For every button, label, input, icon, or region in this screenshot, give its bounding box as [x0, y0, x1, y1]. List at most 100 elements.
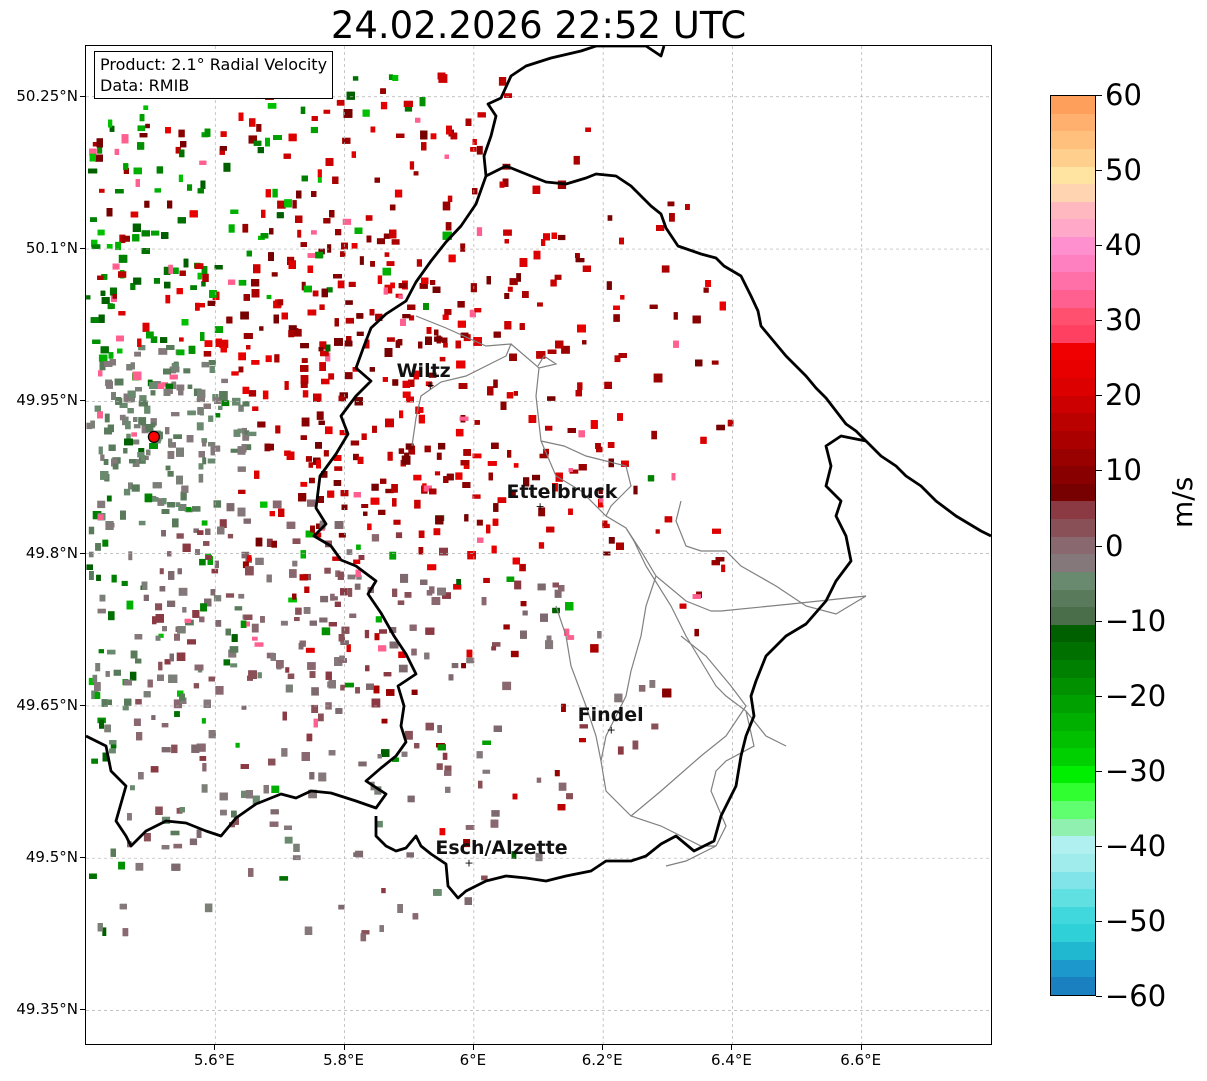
- echo-cell: [168, 264, 173, 274]
- echo-cell: [333, 455, 342, 461]
- echo-cell: [179, 693, 185, 701]
- radar-map[interactable]: + + + + Wiltz Ettelbruck Findel Esch/Alzette P…: [85, 45, 992, 1045]
- echo-cell: [139, 125, 144, 131]
- colorbar-segment: [1051, 571, 1095, 591]
- echo-cell: [705, 280, 711, 287]
- echo-cell: [208, 442, 215, 447]
- echo-cell: [307, 499, 316, 507]
- echo-cell: [427, 564, 437, 571]
- colorbar-segment: [1051, 589, 1095, 609]
- echo-cell: [101, 297, 110, 304]
- echo-cell: [96, 138, 103, 148]
- echo-cell: [620, 295, 625, 300]
- echo-cell: [139, 114, 145, 122]
- echo-cell: [298, 493, 307, 502]
- echo-cell: [519, 258, 528, 267]
- echo-cell: [579, 724, 588, 729]
- echo-cell: [400, 318, 406, 326]
- echo-cell: [91, 239, 98, 247]
- echo-cell: [167, 600, 176, 607]
- echo-cell: [100, 346, 109, 354]
- echo-cell: [293, 843, 300, 852]
- echo-cell: [189, 838, 198, 846]
- echo-cell: [394, 189, 403, 198]
- echo-cell: [167, 551, 172, 557]
- echo-cell: [503, 229, 512, 236]
- echo-cell: [382, 377, 388, 382]
- echo-cell: [482, 740, 491, 745]
- echo-cell: [242, 386, 250, 394]
- echo-cell: [293, 328, 302, 337]
- echo-cell: [364, 339, 370, 349]
- echo-cell: [439, 356, 446, 362]
- echo-cell: [309, 772, 315, 780]
- echo-cell: [284, 381, 289, 390]
- echo-cell: [569, 469, 579, 474]
- echo-cell: [372, 425, 377, 433]
- echo-cell: [310, 126, 318, 134]
- echo-cell: [173, 699, 182, 709]
- echo-cell: [507, 450, 512, 458]
- echo-cell: [123, 448, 128, 454]
- echo-cell: [381, 718, 388, 724]
- echo-cell: [246, 345, 251, 350]
- city-label: Esch/Alzette: [435, 837, 568, 860]
- echo-cell: [211, 568, 219, 574]
- echo-cell: [123, 488, 131, 496]
- echo-cell: [300, 481, 308, 487]
- echo-cell: [579, 738, 586, 743]
- echo-cell: [661, 265, 670, 273]
- echo-cell: [132, 223, 141, 232]
- radar-map-canvas: + + + +: [86, 46, 991, 1044]
- echo-cell: [327, 244, 332, 253]
- echo-cell: [359, 256, 364, 265]
- colorbar-tick: [1096, 170, 1102, 172]
- echo-cell: [421, 277, 429, 284]
- echo-cell: [155, 635, 161, 641]
- echo-cell: [618, 353, 627, 358]
- echo-cell: [161, 747, 171, 753]
- echo-cell: [298, 643, 304, 650]
- echo-cell: [552, 607, 560, 614]
- echo-cell: [455, 428, 464, 437]
- echo-cell: [201, 520, 208, 526]
- echo-cell: [437, 72, 446, 80]
- echo-cell: [547, 349, 557, 354]
- echo-cell: [228, 224, 235, 233]
- echo-cell: [343, 109, 353, 118]
- echo-cell: [182, 543, 191, 552]
- echo-cell: [271, 785, 280, 793]
- echo-cell: [598, 498, 604, 508]
- echo-cell: [442, 231, 452, 240]
- echo-cell: [300, 375, 309, 384]
- echo-cell: [692, 315, 701, 324]
- echo-cell: [455, 472, 463, 480]
- echo-cell: [173, 366, 180, 373]
- echo-cell: [213, 595, 222, 602]
- echo-cell: [500, 401, 507, 410]
- city-label: Findel: [577, 704, 644, 727]
- echo-cell: [346, 549, 353, 555]
- echo-cell: [238, 112, 244, 121]
- echo-cell: [596, 446, 603, 453]
- echo-cell: [375, 313, 383, 321]
- echo-cell: [241, 790, 248, 798]
- echo-cell: [301, 752, 310, 761]
- echo-cell: [157, 383, 165, 389]
- echo-cell: [135, 862, 144, 871]
- echo-cell: [491, 545, 497, 554]
- echo-cell: [178, 587, 188, 596]
- echo-cell: [313, 393, 322, 402]
- echo-cell: [102, 752, 109, 762]
- echo-cell: [159, 586, 166, 592]
- echo-cell: [89, 571, 94, 580]
- echo-cell: [108, 303, 115, 309]
- echo-cell: [198, 451, 205, 458]
- echo-cell: [308, 789, 317, 799]
- echo-cell: [253, 264, 261, 274]
- echo-cell: [305, 530, 314, 538]
- echo-cell: [465, 118, 472, 126]
- echo-cell: [111, 458, 118, 467]
- echo-cell: [191, 506, 201, 512]
- echo-cell: [323, 450, 329, 457]
